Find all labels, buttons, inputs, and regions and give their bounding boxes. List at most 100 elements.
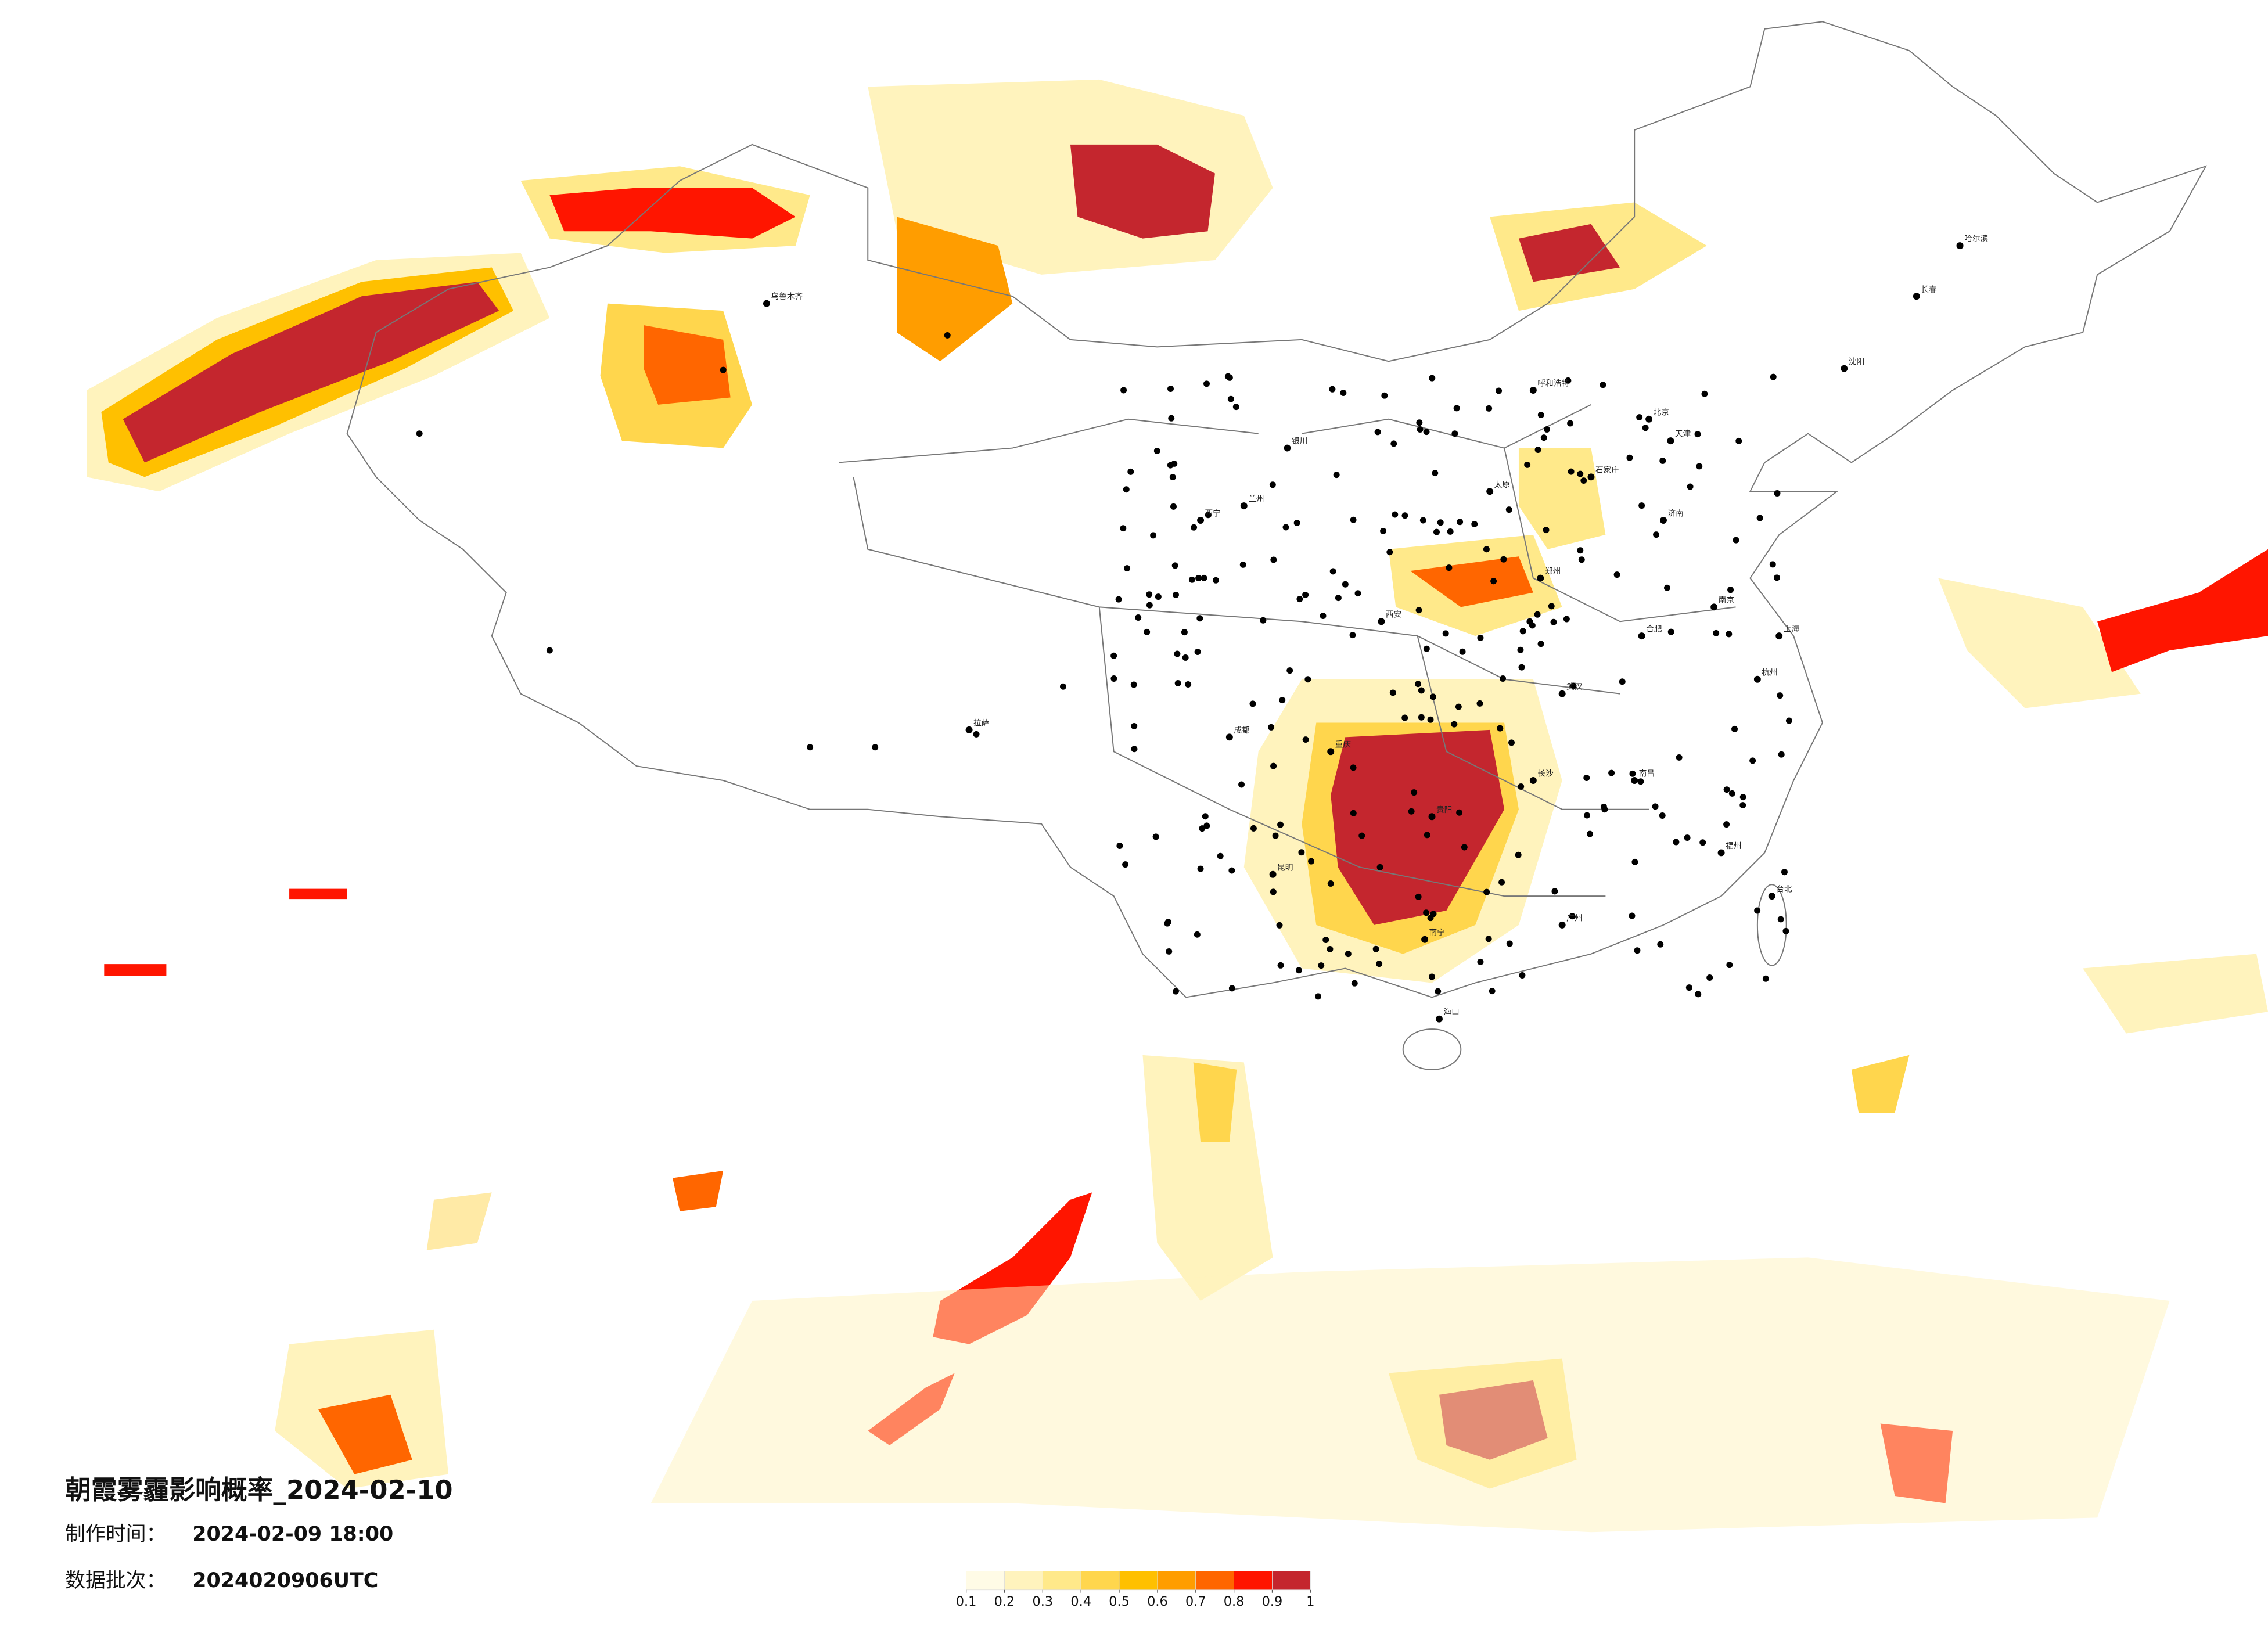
- city-dot: [1456, 809, 1463, 816]
- city-dot: [1657, 941, 1664, 948]
- city-dot: [1167, 386, 1174, 392]
- city-label: 沈阳: [1849, 357, 1864, 366]
- city-dot: [1401, 512, 1408, 519]
- colorbar-tick-label: 0.2: [994, 1594, 1015, 1609]
- city-dot: [1197, 865, 1204, 872]
- city-dot: [1701, 390, 1708, 397]
- city-dot: [1201, 574, 1207, 581]
- city-dot: [1116, 843, 1123, 849]
- city-dot: [1429, 375, 1436, 382]
- city-dot: [1735, 437, 1742, 444]
- hainan: [1402, 1028, 1462, 1070]
- city-dot: [1517, 646, 1524, 653]
- city-dot: [1477, 958, 1484, 965]
- city-dot: [1272, 832, 1279, 839]
- city-dot: [1298, 849, 1305, 856]
- city-dot: [1676, 754, 1683, 761]
- city-dot: [1350, 810, 1357, 816]
- city-dot: [1228, 985, 1235, 992]
- city-dot: [1386, 549, 1393, 556]
- city-dot: [1459, 648, 1466, 655]
- city-dot: [1483, 546, 1490, 553]
- city-dot: [1277, 962, 1284, 969]
- city-label: 郑州: [1545, 567, 1561, 576]
- city-dot: [1570, 682, 1577, 689]
- city-dot: [1322, 937, 1329, 943]
- city-dot: [1146, 591, 1153, 598]
- map-title: 朝霞雾霾影响概率_2024-02-10: [65, 1474, 453, 1505]
- city-dot: [1483, 888, 1490, 895]
- city-dot: [1144, 628, 1151, 635]
- city-dot: [1699, 839, 1706, 846]
- city-label: 南京: [1719, 596, 1734, 605]
- city-label: 杭州: [1762, 668, 1777, 677]
- city-dot: [1436, 1015, 1443, 1023]
- city-dot: [1123, 486, 1130, 493]
- city-dot: [1167, 462, 1174, 469]
- city-dot: [1726, 962, 1733, 969]
- city-dot: [1202, 813, 1209, 820]
- city-dot: [1631, 858, 1638, 865]
- city-dot: [1342, 581, 1349, 588]
- city-dot: [1197, 517, 1205, 524]
- china-outline: [346, 21, 2208, 998]
- city-dot: [1753, 675, 1761, 683]
- haze-patch: [549, 188, 796, 239]
- city-dot: [1667, 437, 1674, 445]
- city-dot: [1304, 676, 1311, 683]
- city-dot: [1430, 693, 1437, 700]
- city-dot: [1390, 440, 1397, 447]
- city-dot: [1269, 870, 1277, 878]
- colorbar-cell: [1195, 1571, 1234, 1591]
- city-dot: [1550, 618, 1557, 625]
- city-dot: [1423, 429, 1430, 436]
- city-dot: [1619, 678, 1626, 685]
- city-dot: [1203, 822, 1210, 829]
- city-dot: [1696, 463, 1703, 470]
- city-dot: [1228, 867, 1235, 874]
- city-dot: [1376, 961, 1383, 967]
- city-dot: [1749, 757, 1756, 764]
- city-dot: [1638, 502, 1645, 509]
- city-dot: [1956, 242, 1964, 250]
- city-dot: [1155, 593, 1162, 600]
- city-label: 台北: [1776, 885, 1792, 894]
- taiwan: [1756, 884, 1787, 966]
- city-dot: [1770, 373, 1777, 380]
- city-dot: [1659, 812, 1666, 819]
- haze-patch: [2097, 549, 2268, 672]
- city-dot: [1442, 630, 1449, 637]
- city-dot: [1498, 879, 1505, 886]
- city-dot: [1302, 736, 1309, 743]
- city-dot: [1418, 714, 1425, 721]
- city-dot: [1389, 689, 1396, 696]
- city-label: 西安: [1386, 610, 1401, 620]
- city-dot: [1164, 920, 1171, 927]
- city-dot: [807, 744, 814, 751]
- city-dot: [1432, 470, 1439, 477]
- city-dot: [1726, 631, 1733, 638]
- city-dot: [1710, 603, 1718, 611]
- city-dot: [1529, 387, 1537, 394]
- city-dot: [1713, 629, 1720, 636]
- city-dot: [1519, 972, 1526, 979]
- city-dot: [1490, 578, 1497, 585]
- city-dot: [1296, 596, 1303, 603]
- city-dot: [1457, 519, 1464, 526]
- city-dot: [720, 366, 727, 373]
- city-dot: [1374, 429, 1381, 436]
- city-dot: [1717, 849, 1725, 857]
- city-dot: [1634, 947, 1641, 954]
- city-dot: [1727, 587, 1734, 593]
- city-dot: [1476, 700, 1483, 707]
- city-dot: [1279, 697, 1286, 704]
- city-dot: [1345, 951, 1352, 958]
- city-dot: [1584, 812, 1590, 819]
- city-dot: [1774, 574, 1780, 581]
- city-dot: [1667, 628, 1674, 635]
- city-label: 福州: [1726, 841, 1741, 851]
- haze-patch: [104, 964, 167, 976]
- haze-patch: [1331, 729, 1505, 925]
